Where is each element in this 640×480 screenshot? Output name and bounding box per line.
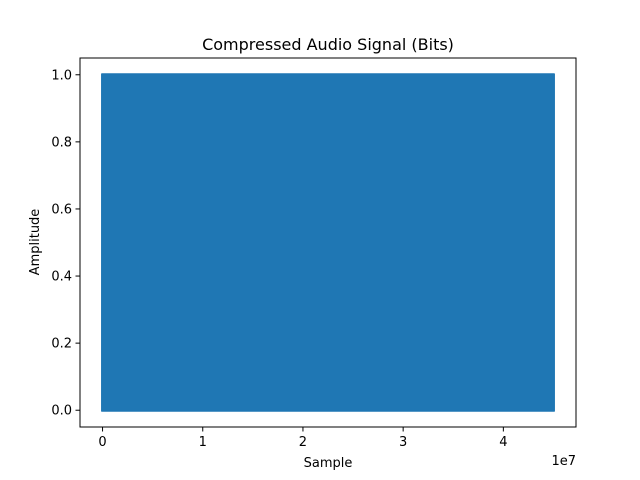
y-tick-label: 0.6 [51,202,72,217]
y-axis-ticks: 0.0 0.2 0.4 0.6 0.8 1.0 [51,68,80,419]
x-axis-ticks: 0 1 2 3 4 [98,427,507,450]
axes-frame [79,57,577,428]
x-tick-label: 0 [98,435,106,450]
series-0-signal-band [101,73,555,412]
y-tick-label: 1.0 [51,68,72,83]
x-tick-label: 3 [399,435,407,450]
y-tick-label: 0.0 [51,404,72,419]
x-tick-label: 2 [299,435,307,450]
x-axis-label: Sample [304,456,353,471]
y-tick-label: 0.2 [51,337,72,352]
plot-area [101,73,555,412]
y-tick-label: 0.8 [51,135,72,150]
x-tick-label: 1 [199,435,207,450]
x-tick-label: 4 [499,435,507,450]
chart-title: Compressed Audio Signal (Bits) [202,35,454,54]
y-tick-label: 0.4 [51,270,72,285]
y-axis-label: Amplitude [28,209,43,276]
x-axis-offset-label: 1e7 [551,454,576,469]
